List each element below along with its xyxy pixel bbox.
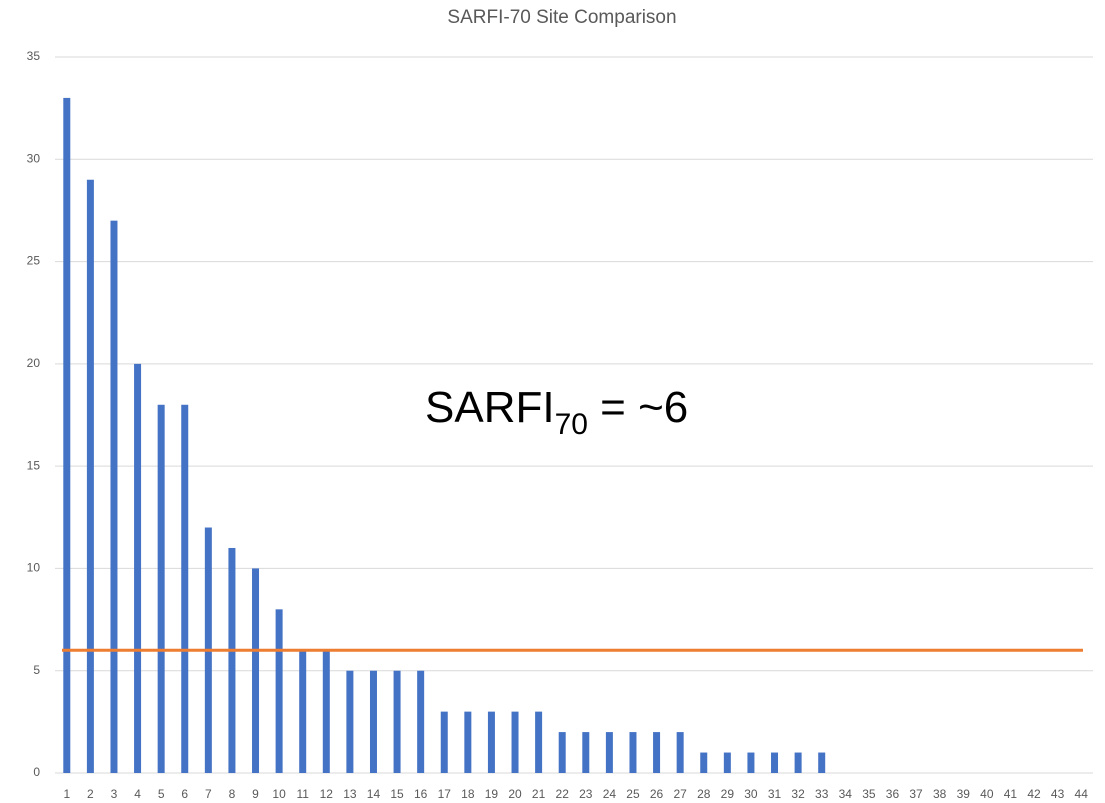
bar [252, 568, 260, 773]
x-tick-label: 5 [158, 787, 165, 801]
x-tick-label: 9 [252, 787, 259, 801]
x-tick-label: 12 [320, 787, 334, 801]
bar [794, 752, 802, 773]
chart-title: SARFI-70 Site Comparison [447, 7, 676, 28]
x-tick-label: 14 [367, 787, 381, 801]
x-tick-label: 35 [862, 787, 876, 801]
x-tick-label: 22 [556, 787, 570, 801]
x-tick-label: 27 [673, 787, 687, 801]
x-tick-label: 32 [791, 787, 805, 801]
bar [86, 179, 94, 773]
y-tick-label: 20 [27, 356, 41, 370]
x-tick-label: 41 [1004, 787, 1018, 801]
bar [629, 732, 637, 773]
x-tick-label: 31 [768, 787, 782, 801]
x-tick-label: 6 [181, 787, 188, 801]
bar [535, 711, 543, 773]
bar [605, 732, 613, 773]
x-tick-label: 21 [532, 787, 546, 801]
bar [818, 752, 826, 773]
bar [464, 711, 472, 773]
x-tick-label: 34 [839, 787, 853, 801]
x-tick-label: 4 [134, 787, 141, 801]
x-tick-label: 26 [650, 787, 664, 801]
bar [558, 732, 566, 773]
x-tick-label: 28 [697, 787, 711, 801]
x-tick-label: 44 [1075, 787, 1089, 801]
bar [511, 711, 519, 773]
y-tick-label: 5 [33, 663, 40, 677]
x-tick-label: 25 [626, 787, 640, 801]
x-tick-label: 10 [272, 787, 286, 801]
bar [275, 609, 283, 773]
bar [487, 711, 495, 773]
x-tick-label: 2 [87, 787, 94, 801]
bar [393, 670, 401, 773]
y-tick-label: 10 [27, 561, 41, 575]
bar [653, 732, 661, 773]
y-tick-label: 35 [27, 49, 41, 63]
x-tick-label: 3 [111, 787, 118, 801]
bar [771, 752, 779, 773]
y-tick-label: 30 [27, 151, 41, 165]
x-tick-label: 23 [579, 787, 593, 801]
x-tick-label: 38 [933, 787, 947, 801]
x-tick-label: 7 [205, 787, 212, 801]
x-tick-label: 20 [508, 787, 522, 801]
bar [346, 670, 354, 773]
x-tick-label: 42 [1027, 787, 1041, 801]
bar [157, 404, 165, 773]
x-tick-label: 36 [886, 787, 900, 801]
x-tick-label: 16 [414, 787, 428, 801]
x-tick-label: 43 [1051, 787, 1065, 801]
x-tick-label: 17 [438, 787, 452, 801]
x-tick-label: 40 [980, 787, 994, 801]
bar [676, 732, 684, 773]
bar [582, 732, 590, 773]
x-tick-label: 13 [343, 787, 357, 801]
bar [369, 670, 377, 773]
y-tick-label: 15 [27, 458, 41, 472]
annotation-subscript: 70 [555, 408, 588, 441]
x-tick-label: 1 [63, 787, 70, 801]
annotation: SARFI70 = ~6 [425, 383, 688, 441]
x-tick-label: 19 [485, 787, 499, 801]
bar [228, 547, 236, 773]
x-tick-label: 39 [957, 787, 971, 801]
bar [440, 711, 448, 773]
y-tick-label: 0 [33, 765, 40, 779]
x-tick-label: 33 [815, 787, 829, 801]
x-tick-label: 29 [721, 787, 735, 801]
x-tick-label: 37 [909, 787, 923, 801]
annotation-suffix: = ~6 [588, 383, 688, 432]
y-tick-label: 25 [27, 254, 41, 268]
annotation-text: SARFI [425, 383, 555, 432]
x-tick-label: 15 [390, 787, 404, 801]
bar [322, 650, 330, 773]
bar [700, 752, 708, 773]
x-tick-label: 30 [744, 787, 758, 801]
bar [110, 220, 118, 773]
x-tick-label: 24 [603, 787, 617, 801]
bar [723, 752, 731, 773]
bar [181, 404, 189, 773]
bar [747, 752, 755, 773]
x-tick-label: 8 [229, 787, 236, 801]
bar [299, 650, 307, 773]
bar [134, 363, 142, 773]
x-tick-label: 18 [461, 787, 475, 801]
bar [417, 670, 425, 773]
bar [63, 97, 71, 773]
x-tick-label: 11 [296, 787, 309, 801]
